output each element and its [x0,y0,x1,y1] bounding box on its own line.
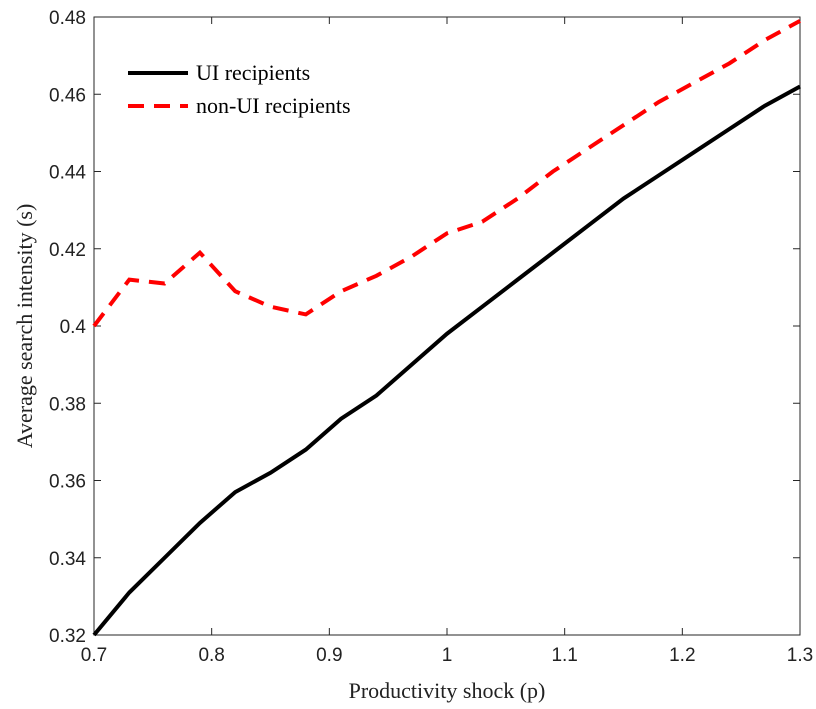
x-axis-label: Productivity shock (p) [349,678,546,703]
y-tick-label: 0.32 [49,626,86,647]
x-tick-label: 1.2 [669,645,695,666]
data-line [92,19,801,328]
y-tick-label: 0.4 [60,317,87,338]
y-tick-label: 0.34 [49,549,86,570]
data-line [92,84,801,637]
x-tick-label: 0.8 [198,645,224,666]
y-tick-label: 0.46 [49,85,86,106]
y-tick-label: 0.36 [49,472,86,493]
x-tick-label: 1.1 [551,645,577,666]
x-tick-label: 0.9 [316,645,342,666]
x-tick-label: 0.7 [81,645,107,666]
x-tick-label: 1 [442,645,453,666]
y-tick-label: 0.42 [49,240,86,261]
y-tick-label: 0.38 [49,394,86,415]
y-tick-label: 0.48 [49,8,86,29]
y-axis-label: Average search intensity (s) [12,204,37,449]
legend-label: UI recipients [196,60,310,85]
legend-label: non-UI recipients [196,93,351,118]
y-tick-label: 0.44 [49,163,86,184]
x-tick-label: 1.3 [787,645,813,666]
